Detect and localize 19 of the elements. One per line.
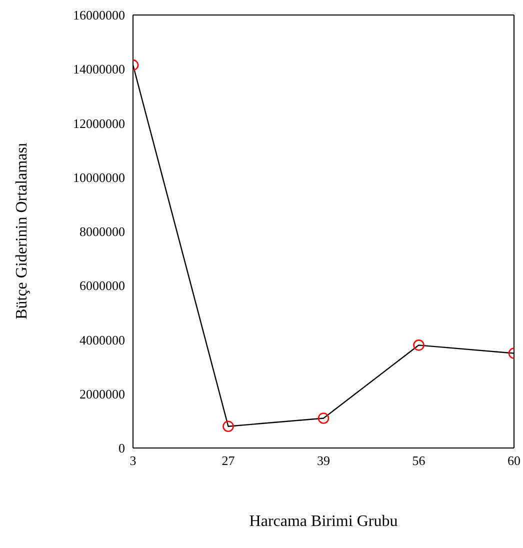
x-tick-label: 56 <box>412 453 426 468</box>
x-tick-label: 39 <box>317 453 330 468</box>
y-tick-label: 4000000 <box>80 332 125 348</box>
y-tick-label: 10000000 <box>73 170 125 185</box>
y-tick-label: 12000000 <box>73 116 125 131</box>
y-tick-label: 2000000 <box>80 386 125 402</box>
x-tick-label: 3 <box>130 453 136 468</box>
point <box>413 340 424 351</box>
y-tick-label: 0 <box>118 440 125 456</box>
point <box>222 420 234 432</box>
y-tick-label: 6000000 <box>80 278 125 294</box>
y-tick-label: 14000000 <box>73 62 125 77</box>
point <box>318 412 330 424</box>
x-tick-label: 60 <box>508 453 520 468</box>
y-tick-label: 8000000 <box>80 224 125 240</box>
y-axis-title: Bütçe Giderinin Ortalaması <box>13 142 31 320</box>
x-axis-title: Harcama Birimi Grubu <box>248 513 399 531</box>
x-tick-label: 27 <box>222 453 236 468</box>
y-tick-label: 16000000 <box>73 8 125 23</box>
